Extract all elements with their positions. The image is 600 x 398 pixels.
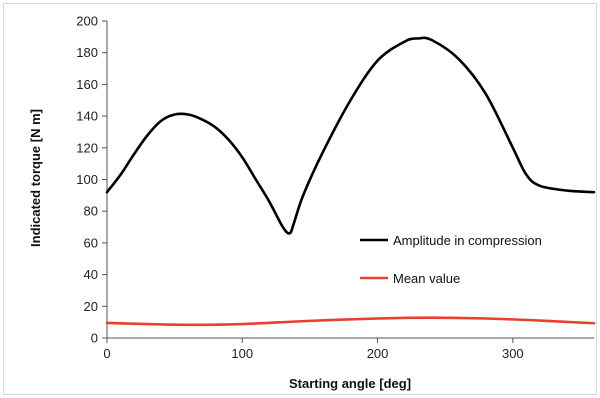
x-tick-label: 0 bbox=[103, 346, 110, 361]
x-tick-label: 300 bbox=[502, 346, 524, 361]
y-axis-ticks: 0 20 40 60 80 100 120 140 160 180 200 bbox=[76, 14, 107, 346]
legend-label-mean: Mean value bbox=[393, 271, 460, 286]
y-tick-label: 60 bbox=[84, 235, 98, 250]
chart-frame bbox=[3, 3, 597, 395]
y-axis-title: Indicated torque [N m] bbox=[28, 109, 43, 247]
y-tick-label: 120 bbox=[76, 140, 98, 155]
x-axis-ticks: 0 100 200 300 bbox=[103, 338, 524, 361]
x-axis-title: Starting angle [deg] bbox=[289, 376, 411, 391]
y-tick-label: 140 bbox=[76, 109, 98, 124]
series-line-amplitude bbox=[105, 36, 596, 235]
x-tick-label: 100 bbox=[231, 346, 253, 361]
y-tick-label: 80 bbox=[84, 204, 98, 219]
y-tick-label: 200 bbox=[76, 14, 98, 29]
y-tick-label: 40 bbox=[84, 267, 98, 282]
y-tick-label: 20 bbox=[84, 299, 98, 314]
series-layer bbox=[105, 36, 596, 327]
series-line-mean bbox=[105, 316, 596, 327]
legend-label-amplitude: Amplitude in compression bbox=[393, 233, 542, 248]
legend: Amplitude in compression Mean value bbox=[360, 233, 542, 286]
y-tick-label: 180 bbox=[76, 45, 98, 60]
y-tick-label: 100 bbox=[76, 172, 98, 187]
axes bbox=[106, 21, 594, 339]
y-tick-label: 0 bbox=[91, 331, 98, 346]
y-tick-label: 160 bbox=[76, 77, 98, 92]
x-tick-label: 200 bbox=[367, 346, 389, 361]
